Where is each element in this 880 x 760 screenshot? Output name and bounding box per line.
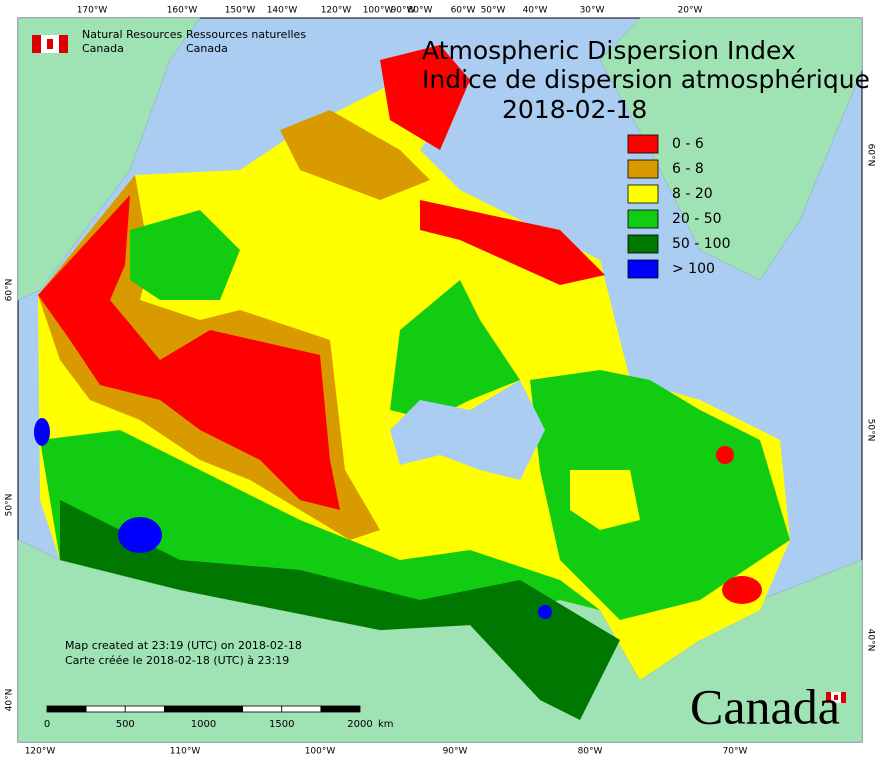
legend-swatch [627, 134, 659, 154]
longitude-label: 50°W [481, 6, 506, 16]
legend-label: 8 - 20 [672, 186, 713, 202]
legend-swatch [627, 209, 659, 229]
latitude-label: 40°N [866, 629, 876, 652]
legend-swatch [627, 259, 659, 279]
flag-icon [32, 35, 847, 704]
longitude-label: 30°W [580, 6, 605, 16]
legend-label: 6 - 8 [672, 161, 704, 177]
longitude-label: 70°W [723, 747, 748, 757]
legend-label: > 100 [672, 261, 715, 277]
scale-segment [163, 705, 204, 713]
longitude-label: 110°W [170, 747, 201, 757]
longitude-label: 140°W [267, 6, 298, 16]
scale-segment [124, 705, 165, 713]
agency-fr: Canada [186, 42, 228, 55]
agency-fr: Ressources naturelles [186, 28, 306, 41]
latitude-label: 50°N [5, 494, 15, 517]
scale-label: 0 [44, 719, 50, 730]
title: Indice de dispersion atmosphérique [422, 65, 870, 94]
latitude-label: 60°N [5, 279, 15, 302]
scale-label: 1500 [269, 719, 294, 730]
longitude-label: 170°W [77, 6, 108, 16]
scale-label: 1000 [191, 719, 216, 730]
index-zones [34, 45, 790, 720]
scale-segment [242, 705, 283, 713]
legend-swatch [627, 234, 659, 254]
longitude-label: 100°W [305, 747, 336, 757]
scale-label: 2000 [347, 719, 372, 730]
latitude-label: 40°N [5, 689, 15, 712]
other-land [17, 17, 863, 743]
longitude-label: 100°W [363, 6, 394, 16]
scale-unit: km [378, 719, 394, 730]
scale-segment [46, 705, 87, 713]
scale-segment [85, 705, 126, 713]
scale-segment [281, 705, 322, 713]
longitude-label: 40°W [523, 6, 548, 16]
longitude-label: 90°W [443, 747, 468, 757]
longitude-label: 90°W [391, 6, 416, 16]
legend-label: 0 - 6 [672, 136, 704, 152]
longitude-label: 120°W [25, 747, 56, 757]
scale-label: 500 [116, 719, 135, 730]
longitude-label: 80°W [408, 6, 433, 16]
title: Atmospheric Dispersion Index [422, 36, 796, 65]
longitude-label: 120°W [321, 6, 352, 16]
agency-en: Natural Resources [82, 28, 183, 41]
longitude-label: 60°W [451, 6, 476, 16]
longitude-label: 20°W [678, 6, 703, 16]
longitude-label: 80°W [578, 747, 603, 757]
longitude-label: 160°W [167, 6, 198, 16]
latitude-label: 50°N [866, 419, 876, 442]
longitude-label: 150°W [225, 6, 256, 16]
scale-segment [203, 705, 244, 713]
scale-segment [320, 705, 361, 713]
latitude-label: 60°N [866, 144, 876, 167]
legend-label: 50 - 100 [672, 236, 731, 252]
date: 2018-02-18 [502, 95, 647, 124]
note: Carte créée le 2018-02-18 (UTC) à 23:19 [65, 654, 289, 667]
agency-en: Canada [82, 42, 124, 55]
legend-swatch [627, 159, 659, 179]
wordmark: Canada [690, 678, 840, 734]
legend-label: 20 - 50 [672, 211, 722, 227]
legend-swatch [627, 184, 659, 204]
note: Map created at 23:19 (UTC) on 2018-02-18 [65, 639, 302, 652]
